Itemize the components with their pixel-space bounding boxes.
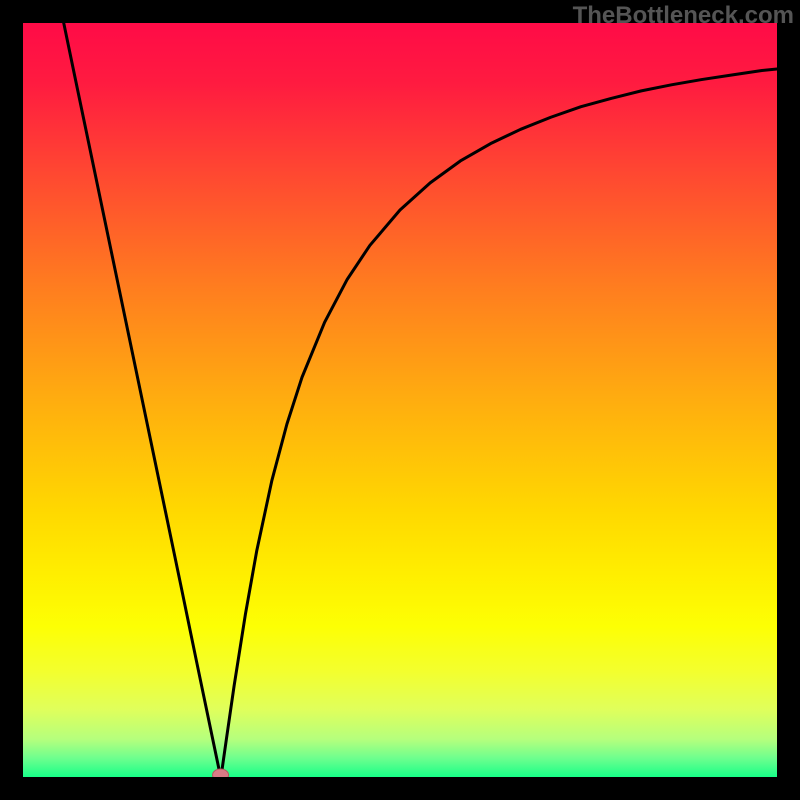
bottleneck-curve-layer: [23, 23, 777, 777]
optimal-point-marker: [213, 769, 229, 777]
watermark-text: TheBottleneck.com: [573, 2, 794, 30]
chart-plot-area: [23, 23, 777, 777]
chart-frame: TheBottleneck.com: [0, 0, 800, 800]
bottleneck-curve: [64, 23, 777, 777]
